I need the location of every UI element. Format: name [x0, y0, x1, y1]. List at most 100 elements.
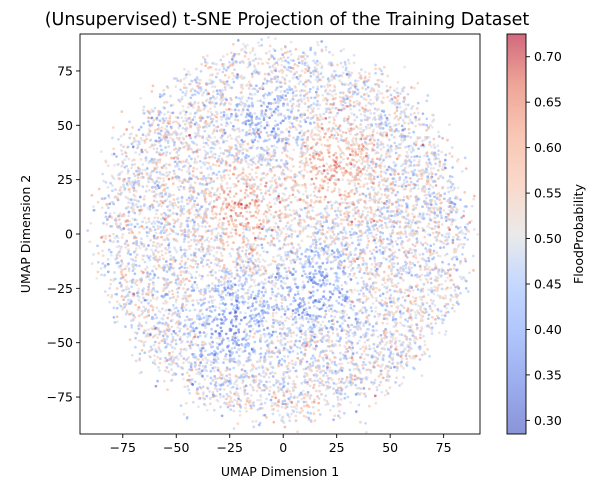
scatter-point: [336, 63, 339, 67]
scatter-point: [225, 68, 228, 72]
scatter-point: [252, 280, 256, 284]
scatter-point: [336, 232, 340, 236]
scatter-point: [295, 375, 299, 379]
scatter-point: [272, 154, 276, 158]
scatter-point: [406, 134, 410, 138]
scatter-point: [326, 363, 329, 366]
scatter-point: [412, 204, 415, 208]
scatter-point: [352, 158, 356, 162]
scatter-point: [137, 244, 141, 248]
scatter-point: [167, 290, 171, 294]
scatter-point: [136, 176, 140, 180]
scatter-point: [300, 208, 303, 212]
scatter-point: [407, 122, 411, 125]
scatter-point: [396, 94, 400, 98]
scatter-point: [380, 337, 384, 340]
scatter-point: [344, 66, 348, 70]
scatter-point: [274, 282, 278, 285]
scatter-point: [373, 265, 377, 269]
scatter-point: [168, 262, 172, 266]
scatter-point: [245, 322, 249, 326]
scatter-point: [375, 388, 379, 392]
scatter-point: [260, 322, 264, 325]
scatter-point: [186, 106, 190, 109]
scatter-point: [410, 150, 413, 154]
scatter-point: [192, 150, 196, 154]
scatter-point: [440, 287, 444, 291]
scatter-point: [196, 101, 200, 105]
scatter-point: [328, 408, 332, 412]
scatter-point: [260, 104, 263, 108]
scatter-point: [102, 240, 106, 244]
scatter-point: [233, 108, 237, 112]
scatter-point: [306, 96, 310, 100]
scatter-point: [364, 295, 368, 298]
scatter-point: [115, 245, 119, 249]
scatter-point: [265, 61, 269, 65]
scatter-point: [112, 306, 116, 310]
scatter-point: [226, 291, 230, 295]
scatter-point: [220, 254, 224, 257]
scatter-point: [427, 259, 431, 263]
scatter-point: [223, 380, 226, 384]
scatter-point: [312, 256, 315, 259]
scatter-point: [355, 115, 359, 119]
scatter-point: [377, 201, 380, 204]
scatter-point: [190, 276, 194, 279]
scatter-point: [224, 212, 227, 216]
scatter-point: [260, 227, 264, 231]
scatter-point: [251, 198, 254, 202]
scatter-point: [344, 104, 347, 108]
scatter-point: [414, 302, 418, 306]
scatter-point: [385, 389, 388, 393]
scatter-point: [221, 289, 225, 293]
scatter-point: [274, 275, 278, 279]
scatter-point: [250, 214, 253, 218]
scatter-point: [153, 143, 157, 147]
scatter-point: [304, 85, 307, 88]
scatter-point: [363, 357, 366, 361]
scatter-point: [308, 306, 312, 309]
scatter-point: [170, 289, 174, 293]
scatter-point: [292, 299, 295, 303]
scatter-point: [449, 267, 452, 271]
scatter-point: [324, 195, 327, 199]
scatter-point: [140, 138, 144, 142]
scatter-point: [349, 264, 353, 267]
scatter-point: [230, 108, 233, 111]
scatter-point: [164, 260, 168, 263]
scatter-point: [225, 52, 229, 56]
scatter-point: [293, 230, 297, 233]
scatter-point: [271, 330, 275, 334]
scatter-point: [130, 159, 134, 162]
scatter-point: [209, 96, 213, 100]
scatter-point: [216, 357, 220, 361]
scatter-point: [182, 212, 186, 216]
scatter-point: [88, 240, 92, 244]
scatter-point: [294, 318, 298, 321]
scatter-point: [301, 409, 304, 412]
scatter-point: [192, 166, 196, 170]
scatter-point: [445, 306, 448, 310]
scatter-point: [437, 157, 440, 161]
scatter-point: [353, 248, 357, 252]
scatter-point: [359, 335, 363, 339]
scatter-point: [423, 339, 427, 343]
scatter-point: [223, 303, 227, 307]
scatter-point: [121, 152, 124, 156]
scatter-point: [148, 258, 152, 262]
scatter-point: [189, 294, 192, 298]
scatter-point: [176, 309, 180, 313]
scatter-point: [321, 383, 325, 387]
scatter-point: [202, 91, 206, 94]
scatter-point: [239, 318, 243, 322]
scatter-point: [319, 242, 322, 246]
scatter-point: [350, 95, 354, 98]
scatter-point: [191, 298, 195, 302]
scatter-point: [198, 334, 202, 338]
scatter-point: [123, 267, 127, 271]
scatter-point: [411, 295, 415, 299]
scatter-point: [200, 225, 204, 228]
scatter-point: [215, 119, 218, 123]
scatter-point: [282, 227, 285, 230]
